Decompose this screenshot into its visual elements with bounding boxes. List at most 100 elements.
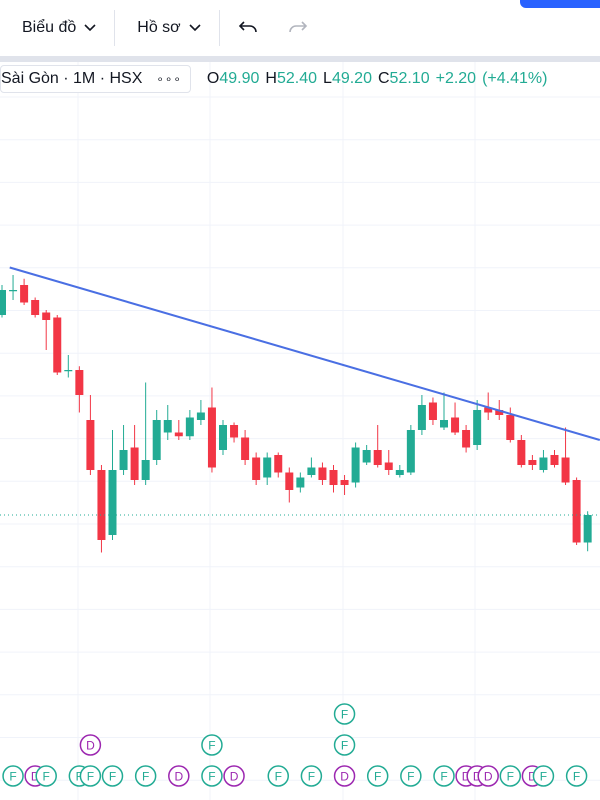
- candle-body: [362, 450, 371, 463]
- event-marker[interactable]: F: [2, 765, 24, 787]
- event-marker[interactable]: F: [333, 703, 356, 725]
- candle-body: [307, 467, 316, 475]
- event-label: D: [528, 770, 537, 784]
- event-marker[interactable]: D: [168, 765, 190, 787]
- event-circle: [333, 765, 356, 787]
- symbol-box[interactable]: Sài Gòn · 1M · HSX ∘∘∘: [0, 65, 191, 93]
- ohlc-prefix: O: [206, 70, 220, 87]
- symbol: Sài Gòn · 1M · HSX: [1, 70, 143, 87]
- candle-body: [263, 457, 272, 478]
- candle-body: [141, 460, 150, 480]
- event-label: D: [340, 770, 349, 784]
- candle-body: [440, 420, 448, 428]
- chart-menu[interactable]: Biểu đồ: [0, 10, 116, 46]
- candle-body: [185, 417, 194, 437]
- candle-body: [163, 420, 172, 433]
- redo-button[interactable]: [286, 18, 308, 38]
- profile-menu[interactable]: Hồ sơ: [115, 10, 220, 46]
- candle-body: [484, 407, 493, 413]
- toolbar: Biểu đồ Hồ sơ: [0, 0, 600, 62]
- menu-label: Biểu đồ: [22, 19, 77, 36]
- candle-body: [130, 447, 139, 480]
- event-marker[interactable]: F: [267, 765, 289, 787]
- candle-body: [473, 410, 482, 445]
- ohlc-prefix: H: [265, 70, 277, 87]
- event-marker[interactable]: F: [79, 765, 102, 787]
- ohlc-value: 49.90: [219, 70, 260, 87]
- event-marker[interactable]: F: [35, 765, 57, 787]
- event-label: D: [230, 770, 239, 784]
- event-label: F: [142, 770, 149, 784]
- event-marker[interactable]: F: [565, 765, 588, 787]
- event-marker[interactable]: D: [223, 765, 245, 787]
- event-label: F: [341, 708, 348, 722]
- candle-body: [351, 447, 360, 483]
- candle-body: [340, 480, 349, 485]
- event-circle: [168, 765, 190, 787]
- event-label: F: [374, 770, 381, 784]
- event-circle: [433, 765, 455, 787]
- event-circle: [79, 765, 102, 787]
- event-circle: [400, 765, 422, 787]
- event-circle: [134, 765, 157, 787]
- more-button[interactable]: ∘∘∘: [156, 72, 182, 86]
- candle-body: [517, 440, 526, 465]
- candle-body: [329, 470, 338, 485]
- candle-body: [75, 370, 84, 395]
- candle-body: [384, 462, 393, 470]
- event-marker[interactable]: F: [532, 765, 555, 787]
- ohlc-prefix: L: [323, 70, 332, 87]
- ohlc: O 49.90 H 52.40 L 49.20 C 52.10 +2.20 (+4.41%): [207, 70, 548, 88]
- event-marker[interactable]: F: [134, 765, 157, 787]
- event-label: D: [484, 770, 493, 784]
- candle-body: [230, 425, 239, 438]
- event-circle: [79, 734, 102, 756]
- event-label: F: [540, 770, 547, 784]
- candle-body: [528, 460, 537, 465]
- event-marker[interactable]: D: [477, 765, 499, 787]
- event-marker[interactable]: F: [300, 765, 323, 787]
- event-marker[interactable]: F: [433, 765, 455, 787]
- event-marker[interactable]: F: [201, 765, 223, 787]
- event-marker[interactable]: F: [201, 734, 223, 756]
- event-label: D: [31, 770, 40, 784]
- change: +2.20: [435, 70, 477, 87]
- candle-body: [583, 515, 592, 543]
- event-circle: [565, 765, 588, 787]
- ohlc-value: 52.10: [389, 70, 430, 87]
- candle-body: [207, 407, 216, 468]
- event-circle: [333, 703, 356, 725]
- event-marker[interactable]: F: [333, 734, 356, 756]
- event-marker[interactable]: F: [101, 765, 124, 787]
- event-marker[interactable]: F: [499, 765, 522, 787]
- event-label: F: [308, 770, 315, 784]
- event-label: D: [86, 739, 95, 753]
- candle-body: [241, 437, 250, 460]
- candle-body: [285, 472, 294, 490]
- event-marker[interactable]: F: [400, 765, 422, 787]
- candle-body: [64, 370, 73, 372]
- event-marker[interactable]: D: [79, 734, 102, 756]
- event-circle: [201, 734, 223, 756]
- event-label: F: [440, 770, 447, 784]
- candle-body: [252, 457, 261, 480]
- candle-body: [462, 430, 471, 448]
- event-label: F: [9, 770, 16, 784]
- candle-body: [86, 420, 95, 470]
- ohlc-value: 52.40: [276, 70, 318, 87]
- event-marker[interactable]: D: [333, 765, 356, 787]
- event-label: F: [76, 770, 83, 784]
- event-marker[interactable]: F: [366, 765, 389, 787]
- candle-body: [318, 467, 327, 480]
- candle-body: [174, 432, 183, 437]
- event-circle: [300, 765, 323, 787]
- undo-button[interactable]: [238, 18, 260, 38]
- event-label: F: [407, 770, 414, 784]
- candle-body: [572, 480, 581, 543]
- event-circle: [267, 765, 289, 787]
- event-circle: [499, 765, 522, 787]
- candle-body: [550, 455, 559, 465]
- candle-body: [97, 470, 106, 540]
- event-circle: [532, 765, 555, 787]
- candle-body: [506, 415, 515, 440]
